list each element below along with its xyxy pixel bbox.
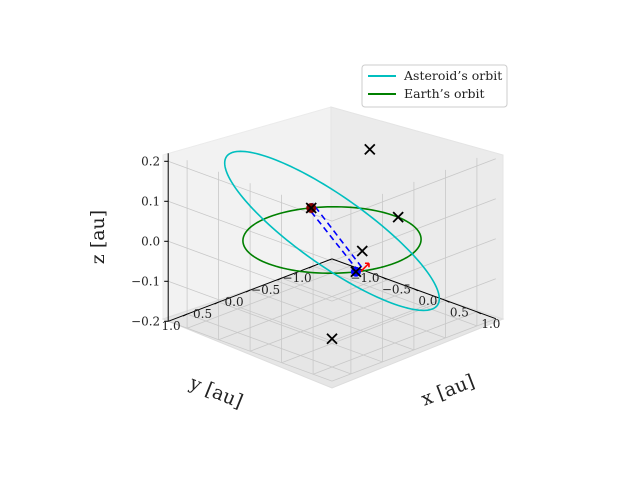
encounter-dashed-line — [307, 207, 360, 272]
velocity-arrow — [360, 262, 370, 272]
earth-orbit — [242, 205, 422, 275]
grid-line-y — [186, 313, 352, 375]
x-tick-label: 1.0 — [481, 317, 500, 331]
grid-line-y — [218, 301, 383, 363]
z-tick-label: −0.1 — [131, 274, 160, 288]
plot-area — [223, 143, 441, 345]
x-marker — [392, 211, 404, 223]
y-tick-label: 0.0 — [225, 295, 244, 309]
x-tick-mark — [413, 288, 419, 292]
x-marker — [350, 266, 362, 278]
y-tick-mark — [277, 277, 282, 281]
grid-line-z — [168, 198, 496, 262]
encounter-dashed-line — [311, 202, 363, 268]
x-tick-mark — [445, 299, 450, 303]
x-tick-mark — [476, 311, 482, 315]
y-tick-mark — [214, 301, 219, 305]
grid-line-z — [168, 158, 496, 222]
grid-lines — [168, 157, 496, 382]
x-tick-label: 0.0 — [418, 294, 437, 308]
legend-box — [361, 64, 508, 108]
grid-line-z — [168, 318, 496, 382]
z-axis-label: z [au] — [87, 210, 109, 264]
x-marker — [356, 245, 368, 257]
x-marker — [364, 143, 376, 156]
y-tick-label: −0.5 — [251, 283, 280, 297]
z-tick-label: 0.0 — [141, 234, 160, 248]
grid-line-z — [168, 238, 496, 302]
grid-line-y — [249, 289, 415, 351]
tick-labels: −1.0−0.50.00.51.01.00.50.0−0.5−1.00.20.1… — [131, 154, 500, 333]
x-tick-label: −0.5 — [382, 282, 411, 296]
asteroid-orbit — [223, 150, 441, 312]
legend: Asteroid’s orbit Earth’s orbit — [361, 64, 508, 108]
grid-line-z — [168, 278, 496, 342]
legend-label-earth: Earth’s orbit — [404, 86, 485, 101]
y-tick-label: −1.0 — [283, 271, 312, 285]
y-tick-label: 0.5 — [193, 307, 212, 321]
y-tick-label: 1.0 — [162, 319, 181, 333]
y-tick-mark — [308, 265, 314, 269]
legend-label-asteroid: Asteroid’s orbit — [403, 68, 502, 83]
y-tick-mark — [245, 289, 251, 293]
x-tick-mark — [382, 276, 387, 280]
x-tick-label: 0.5 — [450, 305, 469, 319]
z-tick-label: 0.2 — [141, 154, 160, 168]
y-axis-label: y [au] — [186, 372, 246, 413]
z-tick-label: 0.1 — [141, 194, 160, 208]
x-axis-label: x [au] — [418, 370, 477, 410]
y-tick-mark — [182, 313, 188, 317]
x-marker — [305, 202, 317, 214]
grid-line-x — [312, 311, 478, 375]
z-tick-label: −0.2 — [131, 314, 160, 328]
y-axis-line — [168, 258, 333, 322]
x-marker — [326, 333, 338, 345]
